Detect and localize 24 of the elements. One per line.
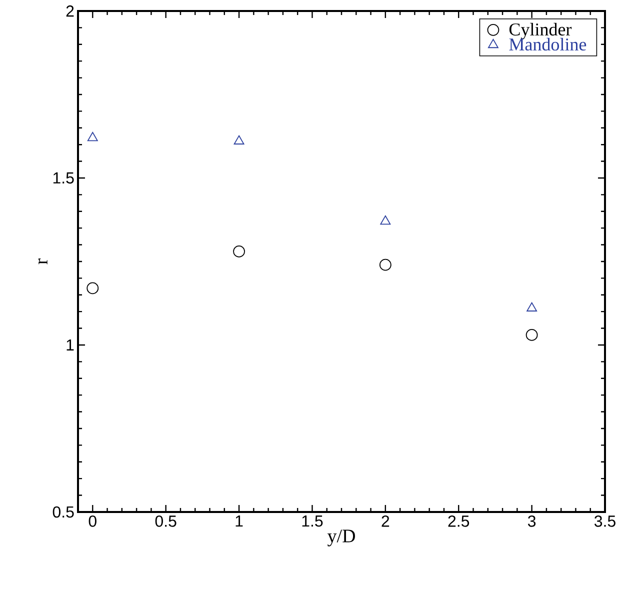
point: [234, 135, 244, 144]
x-axis-title: y/D: [327, 530, 355, 546]
point: [380, 215, 391, 225]
legend-label: Cylinder: [509, 22, 572, 40]
x-tick-label: 2: [382, 516, 390, 527]
legend-label: Mandoline: [509, 38, 586, 51]
x-tick-label: 3.5: [594, 516, 616, 527]
x-tick-label: 0: [88, 516, 96, 527]
point: [86, 282, 99, 294]
x-tick-label: 1: [236, 516, 243, 527]
point: [379, 258, 392, 271]
y-tick-label: 0.5: [52, 506, 74, 518]
y-tick-label: 1: [66, 339, 74, 350]
point: [526, 329, 538, 341]
x-tick-label: 0.5: [155, 516, 176, 527]
point: [233, 246, 245, 258]
point: [87, 132, 98, 142]
x-tick-label: 1.5: [302, 516, 323, 527]
y-axis-title: r: [38, 258, 48, 264]
x-tick-label: 3: [528, 516, 536, 527]
point: [526, 302, 538, 312]
y-tick-label: 2: [66, 5, 74, 17]
y-tick-label: 1.5: [53, 172, 74, 184]
x-tick-label: 2.5: [448, 516, 470, 527]
